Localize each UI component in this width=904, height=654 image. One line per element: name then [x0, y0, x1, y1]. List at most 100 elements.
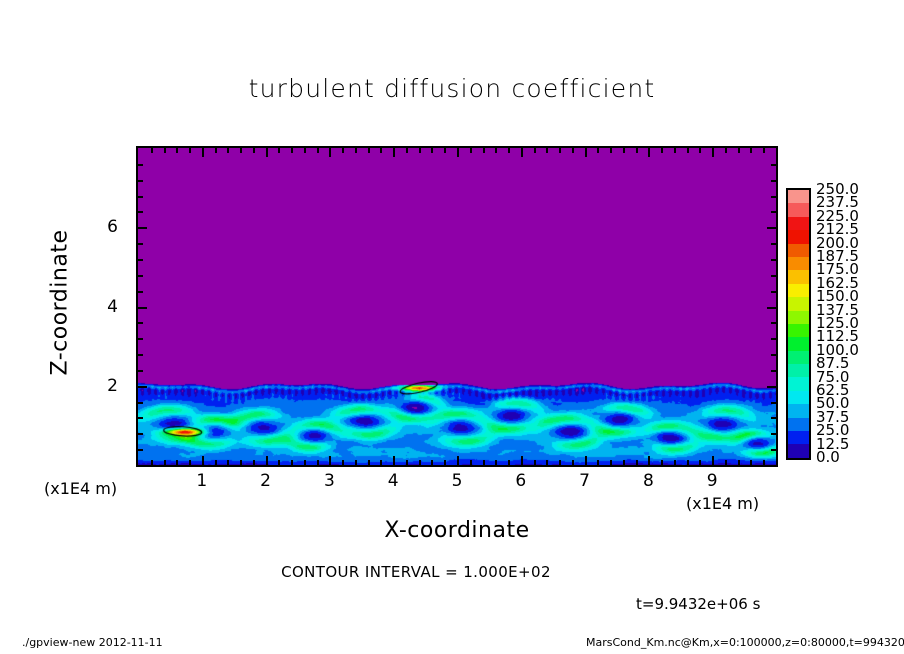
colorbar-band	[788, 404, 809, 418]
tick-mark	[253, 148, 255, 153]
tick-mark	[767, 227, 776, 229]
tick-mark	[291, 148, 293, 153]
tick-mark	[750, 460, 752, 465]
tick-mark	[189, 460, 191, 465]
colorbar-tick-label: 37.5	[816, 407, 850, 426]
colorbar-tick-label: 62.5	[816, 381, 850, 399]
tick-mark	[406, 460, 408, 465]
tick-mark	[419, 460, 421, 465]
tick-mark	[712, 148, 714, 157]
tick-mark	[771, 275, 776, 277]
tick-mark	[495, 148, 497, 153]
colorbar-tick-label: 200.0	[816, 233, 859, 252]
tick-mark	[559, 148, 561, 153]
tick-mark	[138, 417, 143, 419]
colorbar-tick-label: 0.0	[816, 448, 840, 466]
tick-mark	[699, 148, 701, 153]
colorbar-tick-label: 212.5	[816, 220, 859, 239]
tick-mark	[738, 460, 740, 465]
colorbar-band	[788, 444, 809, 458]
tick-mark	[444, 148, 446, 153]
tick-mark	[202, 456, 204, 465]
tick-mark	[470, 460, 472, 465]
x-units-right: (x1E4 m)	[686, 494, 760, 513]
y-tick-label: 4	[107, 296, 118, 317]
tick-mark	[151, 460, 153, 465]
x-tick-label: 7	[579, 471, 590, 491]
time-note: t=9.9432e+06 s	[636, 595, 761, 613]
tick-mark	[771, 243, 776, 245]
tick-mark	[585, 456, 587, 465]
x-tick-label: 5	[451, 471, 463, 491]
tick-mark	[253, 460, 255, 465]
x-tick-label: 8	[642, 471, 654, 491]
tick-mark	[444, 460, 446, 465]
tick-mark	[138, 338, 143, 340]
tick-mark	[610, 460, 612, 465]
tick-mark	[278, 148, 280, 153]
tick-mark	[138, 370, 143, 372]
tick-mark	[419, 148, 421, 153]
tick-mark	[771, 211, 776, 213]
colorbar-tick-label: 12.5	[816, 434, 850, 453]
colorbar-band	[788, 377, 809, 391]
tick-mark	[138, 180, 143, 182]
tick-mark	[202, 148, 204, 157]
x-tick-label: 6	[515, 471, 527, 491]
plot-area	[136, 146, 778, 467]
colorbar-tick-label: 125.0	[816, 314, 859, 332]
tick-mark	[699, 460, 701, 465]
tick-mark	[771, 291, 776, 293]
tick-mark	[138, 322, 143, 324]
tick-mark	[164, 460, 166, 465]
tick-mark	[597, 148, 599, 153]
tick-mark	[164, 148, 166, 153]
tick-mark	[725, 460, 727, 465]
y-tick-label: 2	[107, 375, 118, 396]
tick-mark	[771, 354, 776, 356]
tick-mark	[725, 148, 727, 153]
colorbar-tick-label: 250.0	[816, 180, 859, 198]
colorbar-band	[788, 310, 809, 324]
colorbar-band	[788, 230, 809, 244]
colorbar-tick-label: 150.0	[816, 287, 859, 306]
tick-mark	[572, 460, 574, 465]
tick-mark	[304, 460, 306, 465]
tick-mark	[138, 449, 143, 451]
y-axis-title: Z-coordinate	[47, 229, 73, 376]
x-tick-label: 4	[387, 471, 399, 491]
colorbar-tick-label: 25.0	[816, 421, 850, 440]
tick-mark	[767, 307, 776, 309]
colorbar-band	[788, 337, 809, 351]
tick-mark	[674, 460, 676, 465]
tick-mark	[546, 148, 548, 153]
x-tick-label: 1	[196, 471, 208, 491]
tick-mark	[521, 148, 523, 157]
colorbar-tick-label: 112.5	[816, 327, 859, 346]
tick-mark	[138, 211, 143, 213]
tick-mark	[495, 460, 497, 465]
tick-mark	[227, 148, 229, 153]
tick-mark	[559, 460, 561, 465]
tick-mark	[266, 148, 268, 157]
colorbar-band	[788, 190, 809, 204]
colorbar-tick-label: 75.0	[816, 367, 850, 386]
tick-mark	[648, 148, 650, 157]
tick-mark	[393, 148, 395, 157]
tick-mark	[767, 386, 776, 388]
page-title: turbulent diffusion coefficient	[248, 74, 656, 103]
tick-mark	[138, 164, 143, 166]
colorbar-band	[788, 283, 809, 298]
tick-mark	[636, 148, 638, 153]
colorbar-band	[788, 417, 809, 432]
tick-mark	[329, 456, 331, 465]
tick-mark	[431, 148, 433, 153]
colorbar-band	[788, 431, 809, 445]
tick-mark	[278, 460, 280, 465]
tick-mark	[368, 148, 370, 153]
tick-mark	[368, 460, 370, 465]
tick-mark	[406, 148, 408, 153]
tick-mark	[457, 456, 459, 465]
tick-mark	[661, 460, 663, 465]
footer-command: ./gpview-new 2012-11-11	[22, 636, 163, 649]
